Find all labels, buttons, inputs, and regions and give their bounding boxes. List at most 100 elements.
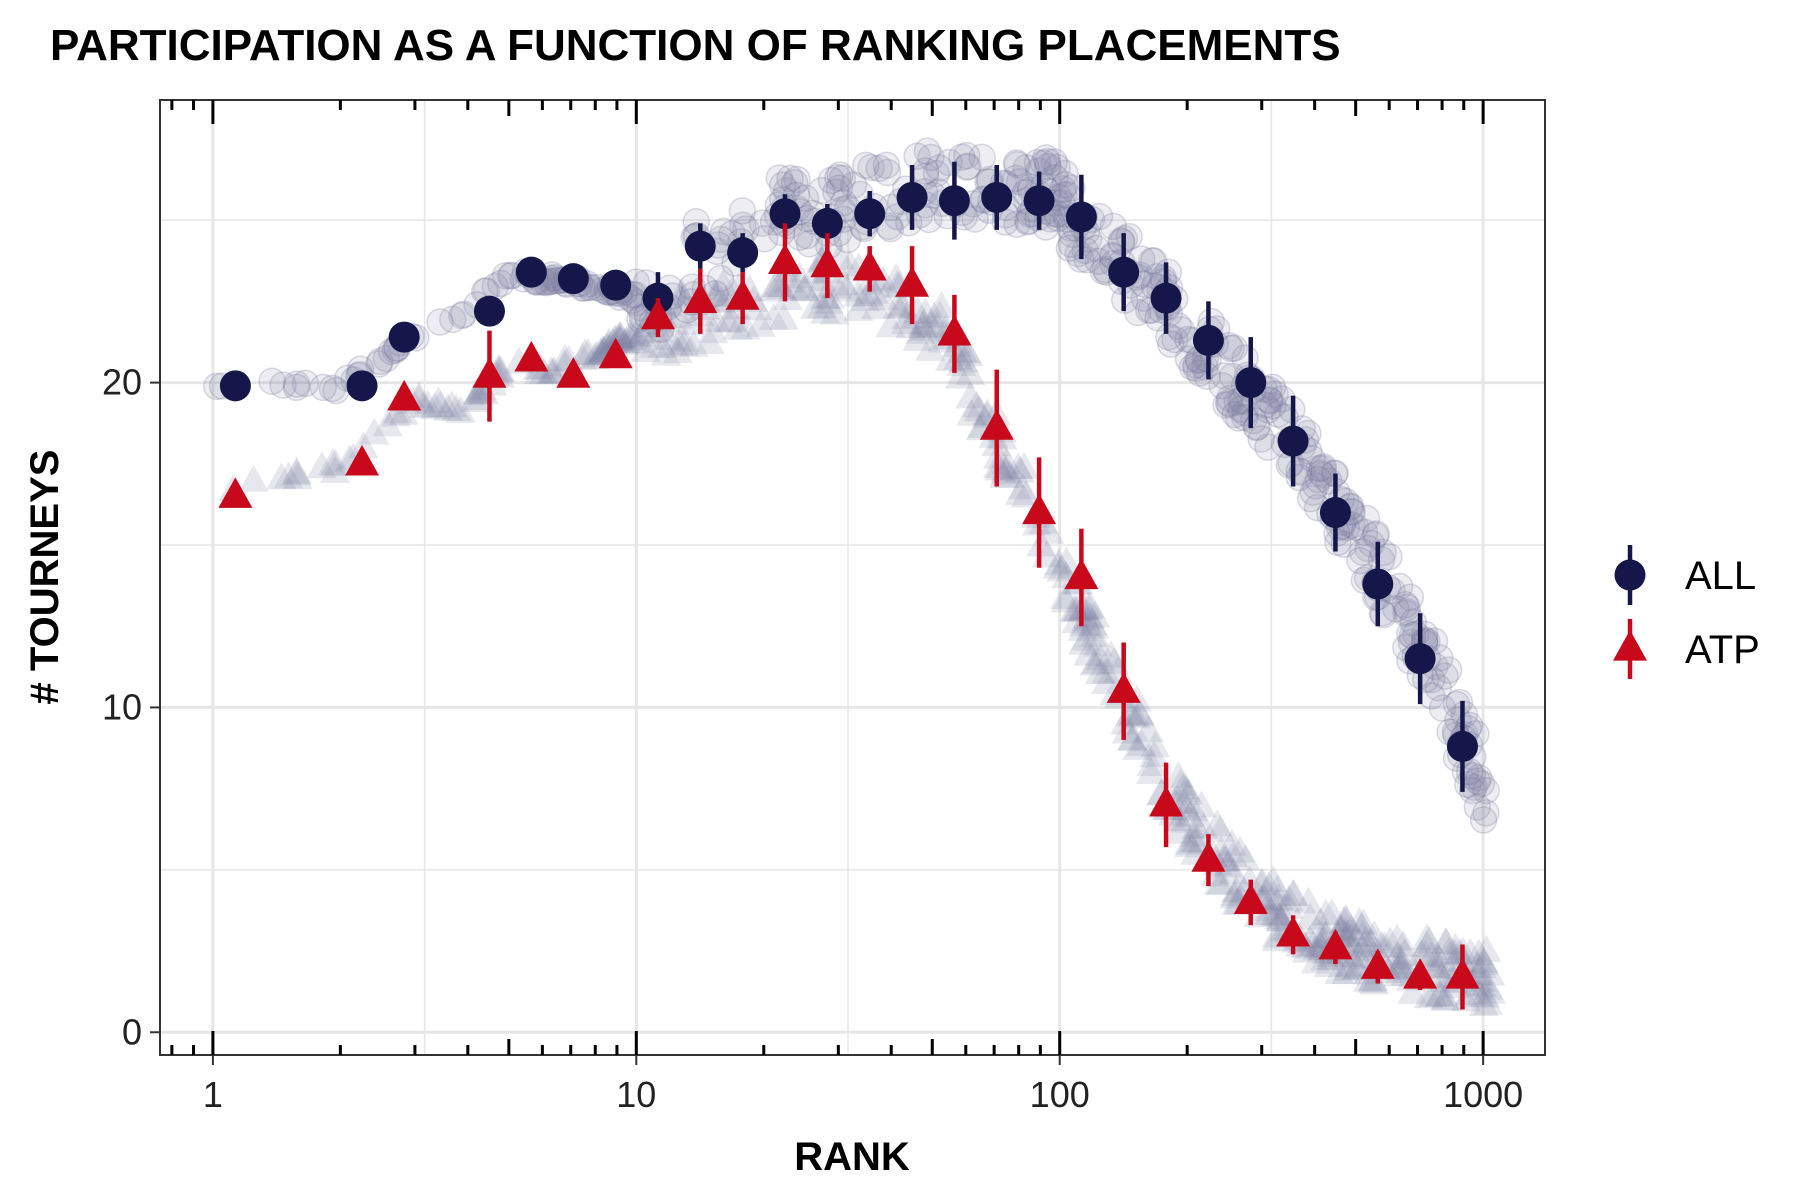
raw-triangle-point (1300, 946, 1331, 974)
raw-triangle-point (1254, 893, 1285, 921)
raw-triangle-point (902, 323, 933, 351)
raw-circle-point (1308, 454, 1337, 483)
raw-circle-point (1043, 153, 1071, 182)
raw-circle-point (1255, 386, 1283, 414)
raw-circle-point (1012, 154, 1040, 182)
raw-triangle-point (919, 301, 950, 329)
raw-triangle-point (669, 329, 700, 357)
raw-triangle-point (458, 385, 489, 413)
raw-triangle-point (834, 249, 865, 277)
raw-circle-point (873, 158, 902, 187)
raw-triangle-point (1049, 582, 1080, 610)
raw-triangle-point (1124, 697, 1155, 725)
raw-circle-point (706, 264, 735, 293)
atp-point (556, 357, 591, 388)
all-point (811, 207, 843, 239)
raw-circle-point (826, 161, 854, 189)
y-axis-title: # TOURNEYS (23, 450, 67, 705)
raw-triangle-point (388, 397, 419, 425)
raw-triangle-point (1346, 912, 1377, 940)
raw-circle-point (1002, 149, 1031, 177)
raw-triangle-point (266, 462, 297, 490)
raw-circle-point (783, 165, 811, 194)
all-point (1150, 282, 1182, 314)
raw-triangle-point (238, 464, 269, 492)
raw-circle-point (776, 164, 804, 193)
raw-circle-point (318, 374, 347, 403)
raw-circle-point (1472, 776, 1500, 805)
raw-triangle-point (831, 274, 862, 302)
raw-circle-point (807, 176, 836, 205)
raw-triangle-point (1117, 723, 1148, 751)
chart-title: PARTICIPATION AS A FUNCTION OF RANKING P… (50, 21, 1341, 70)
raw-triangle-point (1344, 906, 1375, 934)
raw-circle-point (917, 143, 945, 172)
raw-triangle-point (1225, 835, 1256, 863)
raw-circle-point (1309, 453, 1338, 481)
raw-triangle-point (605, 321, 636, 349)
raw-circle-point (1208, 372, 1236, 400)
raw-circle-point (282, 370, 311, 398)
raw-triangle-point (1348, 908, 1379, 936)
raw-triangle-point (1361, 934, 1392, 962)
all-point (1404, 643, 1436, 675)
raw-triangle-point (955, 381, 986, 409)
raw-triangle-point (1230, 843, 1261, 871)
raw-circle-point (1445, 688, 1474, 717)
raw-circle-point (857, 153, 885, 182)
raw-triangle-point (419, 392, 450, 420)
raw-triangle-point (780, 273, 811, 301)
raw-circle-point (1299, 478, 1327, 506)
raw-triangle-point (1126, 729, 1157, 757)
raw-circle-point (1393, 598, 1422, 626)
raw-circle-point (1464, 764, 1493, 792)
raw-triangle-point (1178, 794, 1209, 822)
raw-circle-point (1296, 484, 1325, 513)
atp-point (895, 266, 930, 297)
raw-circle-point (1463, 793, 1492, 821)
raw-triangle-point (1278, 879, 1309, 907)
raw-triangle-point (1218, 839, 1249, 867)
raw-circle-point (1051, 171, 1079, 199)
raw-triangle-point (1470, 980, 1501, 1008)
raw-circle-point (1393, 593, 1421, 622)
raw-triangle-point (1067, 613, 1098, 641)
raw-triangle-point (1221, 875, 1252, 903)
raw-circle-point (291, 369, 320, 398)
raw-triangle-point (1397, 976, 1428, 1004)
legend-item-atp: ATP (1613, 619, 1760, 679)
raw-triangle-point (701, 304, 732, 332)
raw-triangle-point (1328, 906, 1359, 934)
raw-circle-point (935, 148, 963, 177)
raw-triangle-point (651, 338, 682, 366)
legend-label: ATP (1685, 628, 1760, 672)
atp-point (1276, 915, 1311, 947)
raw-triangle-point (1336, 913, 1367, 941)
raw-circle-point (1396, 583, 1425, 612)
raw-triangle-point (1330, 904, 1361, 932)
raw-triangle-point (934, 344, 965, 372)
raw-circle-point (865, 154, 893, 183)
raw-triangle-point (462, 377, 493, 405)
x-tick-label: 10 (616, 1074, 656, 1115)
raw-triangle-point (1472, 987, 1503, 1015)
raw-triangle-point (408, 390, 439, 418)
raw-circle-point (1259, 391, 1287, 420)
raw-circle-point (1216, 384, 1244, 413)
raw-triangle-point (789, 273, 820, 301)
raw-triangle-point (1084, 656, 1115, 684)
y-axis: 0 10 20 (102, 362, 160, 1052)
atp-point (514, 340, 549, 372)
legend-label: ALL (1685, 554, 1756, 598)
raw-circle-point (968, 143, 996, 171)
raw-triangle-point (1262, 888, 1293, 916)
raw-triangle-point (381, 399, 412, 427)
raw-circle-point (1288, 458, 1317, 487)
raw-triangle-point (669, 324, 700, 352)
raw-triangle-point (875, 310, 906, 338)
raw-triangle-point (1124, 699, 1155, 727)
raw-triangle-point (890, 307, 921, 335)
raw-triangle-point (1079, 611, 1110, 639)
raw-circle-point (1084, 247, 1113, 276)
raw-triangle-point (1218, 857, 1249, 885)
